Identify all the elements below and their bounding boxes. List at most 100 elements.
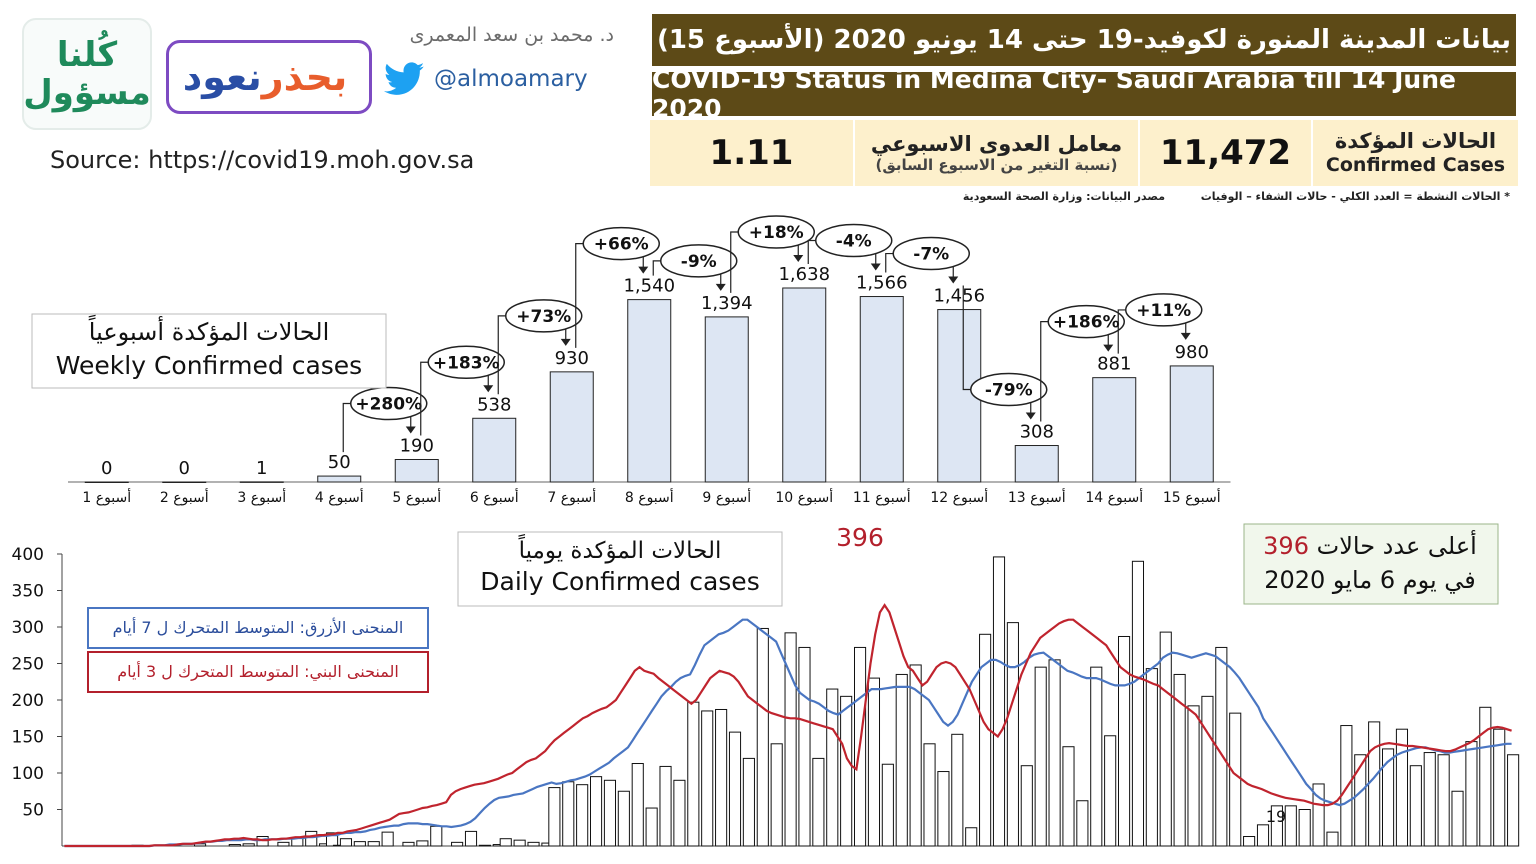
naud-logo-word1: نعود (182, 55, 262, 99)
daily-bar (798, 646, 811, 847)
daily-bar (1145, 668, 1158, 847)
daily-bar (1284, 805, 1297, 847)
weekly-bar (394, 458, 439, 483)
daily-bar (756, 627, 769, 847)
daily-bar (430, 825, 443, 847)
twitter-icon (384, 62, 424, 95)
daily-bar (1104, 735, 1117, 847)
stats-row: 1.11 معامل العدوى الاسبوعي (نسبة التغير … (650, 120, 1518, 186)
daily-bar (645, 807, 658, 847)
weekly-change-label: -7% (913, 245, 949, 265)
daily-bar (305, 830, 318, 847)
weekly-value-label: 50 (328, 452, 351, 473)
peak-box-number: 396 (1263, 532, 1309, 560)
weekly-change-arrowhead (405, 426, 416, 434)
daily-bar (715, 708, 728, 847)
weekly-category-label: أسبوع 6 (470, 488, 519, 506)
daily-y-tick-label: 300 (12, 618, 44, 638)
r-value-cell: 1.11 (650, 120, 855, 186)
weekly-change-label: +11% (1136, 301, 1191, 321)
weekly-value-label: 1,456 (933, 286, 985, 307)
weekly-change-arrowhead (948, 276, 959, 284)
daily-bar (242, 843, 255, 847)
daily-ma3-line (64, 603, 1512, 848)
weekly-value-label: 1,638 (778, 264, 830, 285)
daily-bar (1507, 754, 1520, 847)
daily-bar (1034, 666, 1047, 847)
weekly-category-label: أسبوع 1 (82, 488, 131, 506)
naud-logo-word2: بحذر (261, 55, 348, 99)
weekly-value-label: 980 (1175, 342, 1209, 363)
daily-bar (1312, 783, 1325, 847)
weekly-change-label: +18% (749, 223, 804, 243)
legend-ma3-box (87, 651, 429, 693)
daily-bar (826, 688, 839, 847)
legend-ma3: المنحنى البني: المتوسط المتحرك ل 3 أيام (117, 661, 399, 682)
daily-title-en: Daily Confirmed cases (480, 567, 759, 596)
daily-y-tick-label: 100 (12, 764, 44, 784)
daily-bar (548, 787, 561, 847)
daily-bar (631, 763, 644, 847)
weekly-bar (472, 417, 517, 483)
weekly-category-label: أسبوع 15 (1163, 488, 1221, 506)
daily-bar (527, 841, 540, 847)
weekly-bar (1014, 445, 1059, 483)
title-english: COVID-19 Status in Medina City- Saudi Ar… (650, 65, 1518, 123)
weekly-change-ellipse (970, 372, 1048, 407)
daily-bar (603, 779, 617, 847)
weekly-change-arrowhead (1103, 344, 1114, 352)
weekly-change-ellipse (737, 215, 815, 249)
daily-bar (701, 710, 714, 847)
weekly-bar (704, 316, 749, 483)
twitter-handle[interactable]: @almoamary (384, 62, 588, 96)
weekly-change-arrowhead (793, 255, 804, 262)
daily-bar (416, 840, 429, 847)
daily-bar (1062, 746, 1075, 847)
daily-bar (1201, 695, 1214, 847)
weekly-value-label: 1,540 (623, 276, 675, 297)
weekly-bar (1169, 365, 1214, 483)
kulna-logo-text: كُلنا مسؤول (23, 35, 151, 113)
weekly-value-label: 308 (1020, 422, 1054, 443)
weekly-change-ellipse (1125, 293, 1203, 327)
daily-bar (1076, 800, 1089, 847)
r-label-cell: معامل العدوى الاسبوعي (نسبة التغير من ال… (855, 120, 1140, 186)
weekly-bar (162, 481, 207, 483)
daily-bar (402, 841, 415, 847)
weekly-value-label: 0 (179, 458, 190, 479)
daily-bar (1006, 622, 1019, 847)
daily-bar (1270, 805, 1283, 847)
weekly-bar (84, 481, 129, 483)
daily-bar (1451, 790, 1464, 847)
daily-bar (1382, 748, 1395, 847)
daily-bar (1173, 673, 1186, 847)
daily-y-tick-label: 200 (12, 691, 44, 711)
daily-bar (277, 841, 290, 847)
peak-box (1243, 523, 1499, 605)
daily-bar (326, 832, 339, 847)
weekly-change-arrowhead (638, 266, 649, 274)
weekly-category-label: أسبوع 5 (392, 488, 441, 506)
daily-y-tick-label: 350 (12, 582, 44, 602)
weekly-change-arrowhead (483, 385, 494, 393)
weekly-category-label: أسبوع 14 (1085, 488, 1143, 506)
daily-y-tick-label: 50 (22, 801, 44, 821)
weekly-change-ellipse (815, 223, 893, 258)
daily-bar (1326, 831, 1339, 847)
daily-bar (1409, 765, 1422, 847)
weekly-value-label: 1 (256, 458, 267, 479)
daily-y-tick-label: 250 (12, 655, 44, 675)
daily-bar (451, 841, 464, 847)
weekly-category-label: أسبوع 11 (853, 488, 911, 506)
weekly-bar (239, 481, 284, 483)
weekly-category-label: أسبوع 7 (547, 488, 596, 506)
daily-bar (742, 757, 755, 847)
weekly-value-label: 538 (477, 394, 511, 415)
weekly-bar (627, 299, 672, 483)
daily-bar (353, 841, 366, 847)
daily-bar (499, 838, 512, 847)
weekly-change-arrowhead (560, 338, 571, 346)
min-label: 19 (1266, 807, 1286, 826)
daily-bar (1243, 836, 1256, 847)
daily-bar (1395, 728, 1409, 847)
